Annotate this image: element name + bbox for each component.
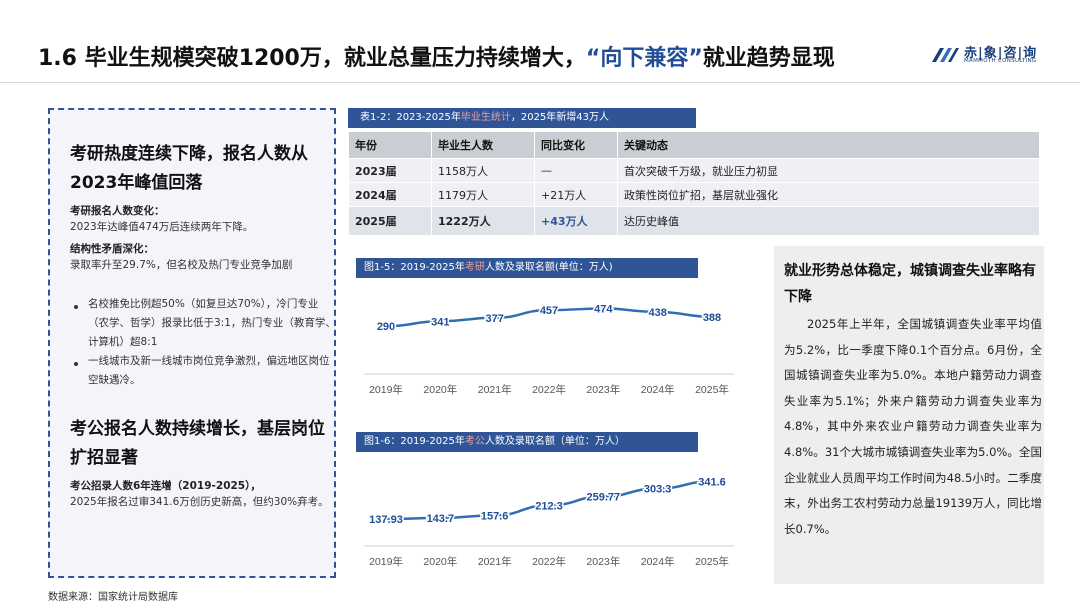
x-tick-label: 2025年 [695,555,729,568]
data-label: 457 [540,305,558,317]
data-label: 377 [485,313,503,325]
data-label: 438 [648,307,666,319]
chart2-caption: 图1-6：2019-2025年考公人数及录取名额（单位：万人） [356,432,698,452]
x-tick-label: 2025年 [695,383,729,396]
header-divider [0,82,1080,83]
x-tick-label: 2020年 [423,383,457,396]
data-point [601,306,606,311]
x-tick-label: 2024年 [641,555,675,568]
data-point [492,315,497,320]
data-label: 290 [377,321,395,333]
data-label: 474 [594,303,613,315]
section1-bullet-2: 一线城市及新一线城市岗位竞争激烈，偏远地区岗位空缺遇冷。 [88,355,330,386]
data-point [492,513,497,518]
logo-chinese-name: 赤|象|咨|询 [964,46,1038,61]
table-row: 2024届 1179万人 +21万人 政策性岗位扩招，基层就业强化 [348,182,1040,207]
data-label: 143.7 [427,513,455,525]
table-row: 2023届 1158万人 — 首次突破千万级，就业压力初显 [348,158,1040,183]
data-source-note: 数据来源：国家统计局数据库 [48,592,178,603]
data-point [384,324,388,329]
cell-dynamics: 政策性岗位扩招，基层就业强化 [617,182,1040,207]
page-title: 1.6 毕业生规模突破1200万，就业总量压力持续增大，“向下兼容”就业趋势显现 [38,46,835,71]
data-point [710,314,714,319]
data-point [547,503,551,508]
kaoyan-chart-svg: 290 2019年 341 2020年 377 2021年 457 2022年 474 2023年… [364,302,734,396]
data-point [710,479,714,484]
col-header-year: 年份 [348,131,432,159]
cell-yoy: +43万人 [534,206,618,236]
section2-subheading: 考公招录人数6年连增（2019-2025）， [70,480,261,492]
data-point [438,515,443,520]
data-label: 212.3 [535,500,563,512]
section2-heading: 考公报名人数持续增长，基层岗位扩招显著 [70,419,325,468]
data-point [655,309,660,314]
kaoyan-line-chart: 290 2019年 341 2020年 377 2021年 457 2022年 474 2023年… [356,288,740,404]
bullet-dot [74,362,78,366]
x-tick-label: 2019年 [369,383,403,396]
chart1-caption: 图1-5：2019-2025年考研人数及录取名额(单位：万人) [356,258,698,278]
section1-subheading-2: 结构性矛盾深化： [70,243,154,255]
section1-text-2: 录取率升至29.7%，但名校及热门专业竞争加剧 [70,259,293,271]
kaogong-chart-svg: 137.93 2019年 143.7 2020年 157.6 2021年 212.3 2022… [364,475,734,568]
table-caption: 表1-2：2023-2025年毕业生统计，2025年新增43万人 [348,108,696,128]
table-header-row: 年份 毕业生人数 同比变化 关键动态 [348,131,1040,159]
x-tick-label: 2021年 [478,555,512,568]
data-label: 341 [431,316,449,328]
cell-year: 2024届 [348,182,432,207]
cell-year: 2025届 [348,206,432,236]
table-row: 2025届 1222万人 +43万人 达历史峰值 [348,206,1040,236]
cell-dynamics: 首次突破千万级，就业压力初显 [617,158,1040,183]
mammoth-logo-icon [932,48,959,62]
data-label: 137.93 [369,514,403,526]
right-panel-body: 2025年上半年，全国城镇调查失业率平均值为5.2%，比一季度下降0.1个百分点… [784,317,1042,536]
cell-graduates: 1222万人 [431,206,535,236]
right-panel-heading: 就业形势总体稳定，城镇调查失业率略有下降 [784,263,1036,305]
x-tick-label: 2021年 [478,383,512,396]
data-label: 303.3 [644,483,672,495]
section1-subheading-1: 考研报名人数变化： [70,205,165,217]
section1-heading: 考研热度连续下降，报名人数从2023年峰值回落 [70,144,308,193]
cell-year: 2023届 [348,158,432,183]
x-tick-label: 2023年 [586,383,620,396]
x-tick-label: 2020年 [423,555,457,568]
cell-graduates: 1158万人 [431,158,535,183]
data-point [655,486,660,491]
data-point [438,319,443,324]
x-tick-label: 2022年 [532,383,566,396]
data-label: 341.6 [698,476,726,488]
bullet-dot [74,305,78,309]
graduate-stats-table: 年份 毕业生人数 同比变化 关键动态 2023届 1158万人 — 首次突破千万… [348,131,1040,236]
x-tick-label: 2019年 [369,555,403,568]
cell-yoy: +21万人 [534,182,618,207]
cell-dynamics: 达历史峰值 [617,206,1040,236]
right-info-panel: 就业形势总体稳定，城镇调查失业率略有下降 2025年上半年，全国城镇调查失业率平… [774,246,1044,584]
cell-yoy: — [534,158,618,183]
data-label: 388 [703,312,721,324]
x-tick-label: 2022年 [532,555,566,568]
x-tick-label: 2023年 [586,555,620,568]
logo-english-name: MAMMOTH CONSULTING [964,58,1037,64]
company-logo: 赤|象|咨|询 MAMMOTH CONSULTING [930,42,1050,68]
col-header-graduates: 毕业生人数 [431,131,535,159]
section2-text: 2025年报名过审341.6万创历史新高，但约30%弃考。 [70,496,329,508]
data-label: 157.6 [481,510,509,522]
left-info-panel: 考研热度连续下降，报名人数从2023年峰值回落 考研报名人数变化： 2023年达… [48,108,336,578]
section1-bullet-1: 名校推免比例超50%（如复旦达70%），冷门专业（农学、哲学）报录比低于3:1，… [88,298,336,348]
cell-graduates: 1179万人 [431,182,535,207]
col-header-dynamics: 关键动态 [617,131,1040,159]
section1-text-1: 2023年达峰值474万后连续两年下降。 [70,221,254,233]
kaogong-line-chart: 137.93 2019年 143.7 2020年 157.6 2021年 212.3 2022… [356,460,740,576]
col-header-yoy: 同比变化 [534,131,618,159]
data-point [384,516,388,521]
x-tick-label: 2024年 [641,383,675,396]
data-label: 259.77 [587,492,621,504]
data-point [601,494,606,499]
data-point [547,308,551,313]
